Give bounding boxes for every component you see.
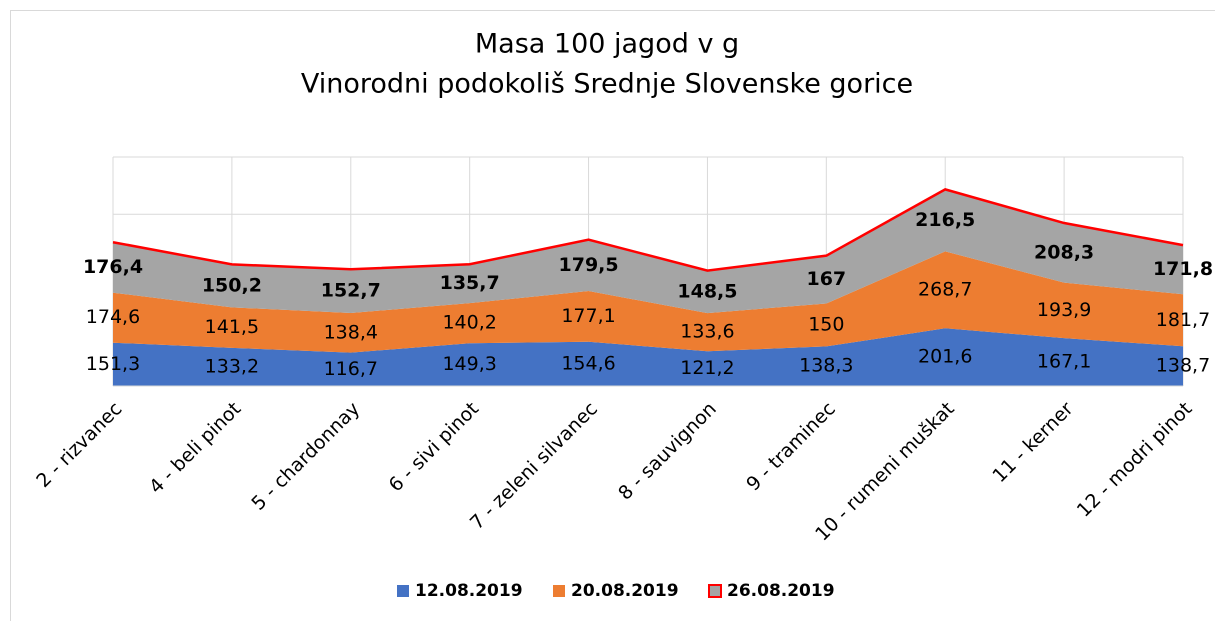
data-label: 133,6 bbox=[680, 321, 734, 343]
data-label: 208,3 bbox=[1034, 241, 1094, 263]
legend-label: 26.08.2019 bbox=[727, 581, 835, 601]
data-label: 116,7 bbox=[324, 358, 378, 380]
legend-swatch bbox=[397, 585, 409, 597]
data-label: 167 bbox=[806, 268, 846, 290]
data-label: 181,7 bbox=[1156, 309, 1210, 331]
data-label: 176,4 bbox=[83, 256, 143, 278]
data-label: 140,2 bbox=[442, 312, 496, 334]
data-label: 149,3 bbox=[442, 353, 496, 375]
data-label: 216,5 bbox=[915, 209, 975, 231]
data-label: 167,1 bbox=[1037, 351, 1091, 373]
data-label: 151,3 bbox=[86, 353, 140, 375]
legend-label: 12.08.2019 bbox=[415, 581, 523, 601]
data-label: 268,7 bbox=[918, 278, 972, 300]
legend-swatch bbox=[553, 585, 565, 597]
legend-label: 20.08.2019 bbox=[571, 581, 679, 601]
data-label: 150,2 bbox=[202, 274, 262, 296]
data-label: 133,2 bbox=[205, 355, 259, 377]
data-label: 141,5 bbox=[205, 316, 259, 338]
chart-title: Masa 100 jagod v g bbox=[475, 29, 739, 60]
data-label: 193,9 bbox=[1037, 299, 1091, 321]
data-label: 154,6 bbox=[561, 352, 615, 374]
data-label: 179,5 bbox=[559, 254, 619, 276]
data-label: 171,8 bbox=[1153, 258, 1213, 280]
legend-swatch bbox=[708, 584, 722, 598]
data-label: 177,1 bbox=[561, 305, 615, 327]
data-label: 138,4 bbox=[324, 321, 378, 343]
data-label: 138,7 bbox=[1156, 355, 1210, 377]
data-label: 148,5 bbox=[677, 280, 737, 302]
data-label: 152,7 bbox=[321, 280, 381, 302]
area-edge bbox=[112, 188, 1184, 272]
area bbox=[113, 328, 1183, 386]
data-label: 138,3 bbox=[799, 355, 853, 377]
data-label: 150 bbox=[808, 313, 844, 335]
data-label: 135,7 bbox=[440, 272, 500, 294]
data-label: 121,2 bbox=[680, 357, 734, 379]
data-label: 201,6 bbox=[918, 346, 972, 368]
area bbox=[113, 189, 1183, 314]
chart-subtitle: Vinorodni podokoliš Srednje Slovenske go… bbox=[301, 69, 913, 100]
data-label: 174,6 bbox=[86, 306, 140, 328]
area bbox=[113, 251, 1183, 353]
